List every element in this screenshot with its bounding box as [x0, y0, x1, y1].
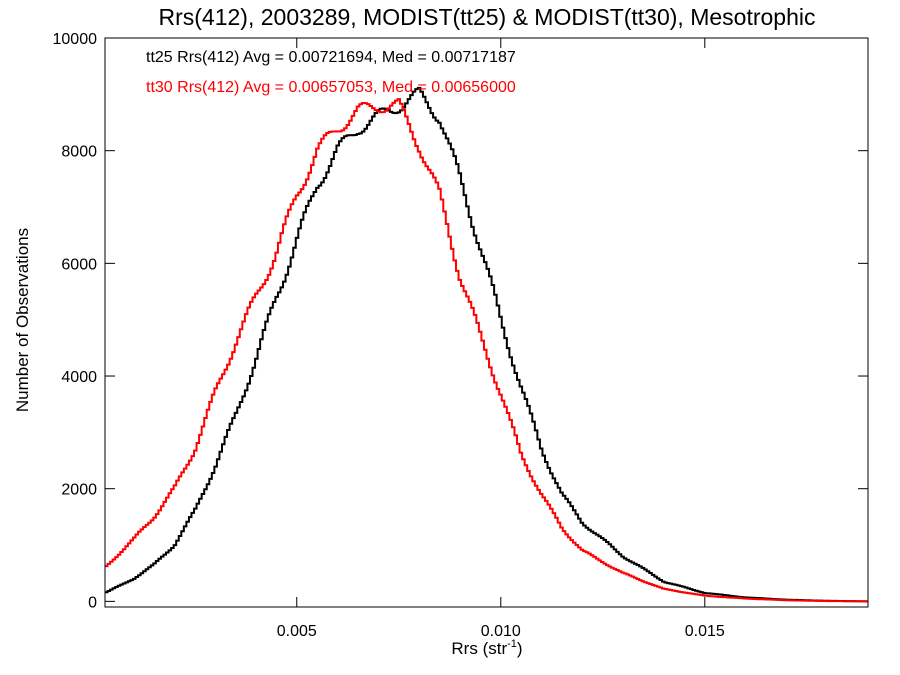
series-layer	[105, 86, 868, 603]
x-tick-label: 0.015	[685, 623, 725, 640]
x-axis-label-main: Rrs (str	[451, 639, 507, 658]
plot-frame	[104, 37, 869, 608]
y-tick-label: 4000	[61, 369, 97, 386]
y-axis-label: Number of Observations	[13, 228, 32, 412]
legend-tt30: tt30 Rrs(412) Avg = 0.00657053, Med = 0.…	[146, 79, 516, 96]
y-tick-label: 8000	[61, 144, 97, 161]
y-tick-label: 0	[88, 594, 97, 611]
x-tick-label: 0.005	[277, 623, 317, 640]
x-axis-label-suffix: )	[517, 639, 523, 658]
x-axis-label: Rrs (str-1)	[451, 638, 522, 658]
y-tick-label: 2000	[61, 482, 97, 499]
chart-title: Rrs(412), 2003289, MODIST(tt25) & MODIST…	[159, 4, 816, 30]
y-tick-label: 10000	[53, 31, 98, 48]
y-tick-label: 6000	[61, 256, 97, 273]
legend-tt25: tt25 Rrs(412) Avg = 0.00721694, Med = 0.…	[146, 49, 516, 66]
x-tick-label: 0.010	[481, 623, 521, 640]
series-tt25-line	[105, 86, 868, 603]
x-axis-label-superscript: -1	[507, 638, 517, 650]
axis-ticks: 0.005 0.010 0.015 0 2000 4000 6000 8000 10000	[53, 31, 868, 640]
series-tt30-line	[105, 98, 868, 603]
